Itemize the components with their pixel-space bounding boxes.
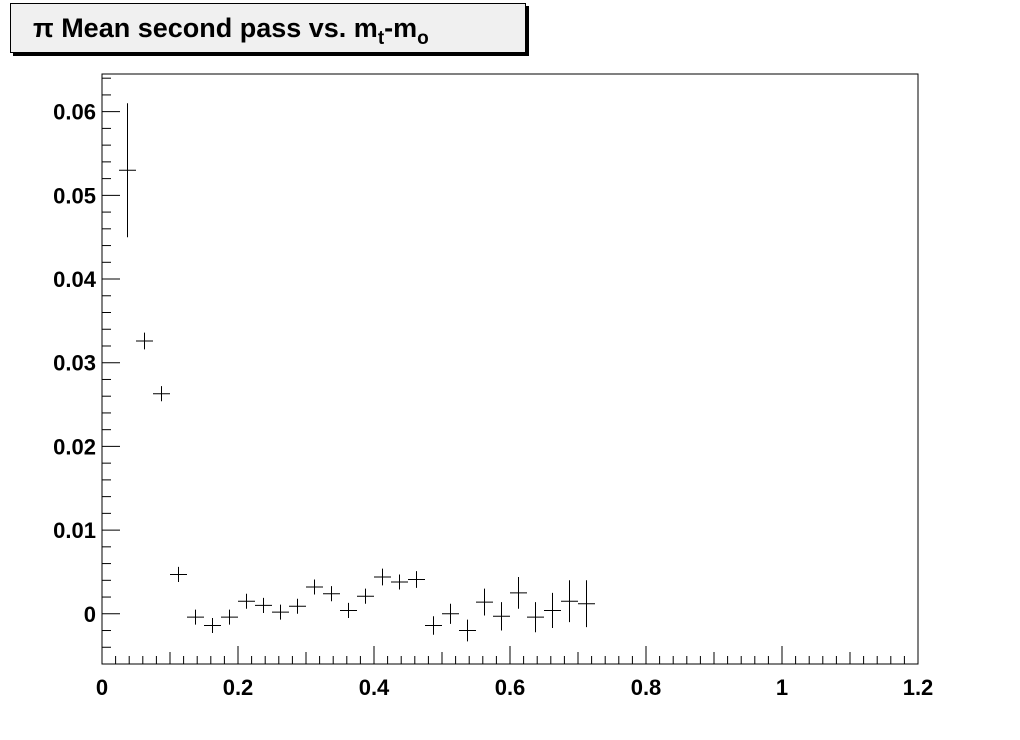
chart-title-box: π Mean second pass vs. mt-mo [10, 3, 526, 53]
data-point [374, 568, 391, 586]
chart-title: π Mean second pass vs. mt-mo [33, 13, 429, 50]
data-point [408, 571, 425, 588]
x-tick-label: 1 [776, 675, 788, 700]
data-point [187, 609, 204, 625]
data-point [357, 588, 374, 604]
x-tick-label: 1.2 [903, 675, 934, 700]
y-tick-label: 0.02 [53, 434, 96, 459]
data-point [221, 609, 238, 625]
data-point [527, 602, 544, 633]
pi-symbol: π [33, 13, 54, 43]
data-point [306, 579, 323, 595]
x-tick-label: 0.2 [223, 675, 254, 700]
data-point [578, 580, 595, 628]
title-subscript-t: t [377, 28, 385, 49]
data-point [425, 616, 442, 635]
y-tick-label: 0.01 [53, 518, 96, 543]
data-point [493, 602, 510, 631]
data-point [289, 598, 306, 614]
data-point [459, 619, 476, 642]
data-point [255, 597, 272, 613]
data-points [119, 103, 595, 642]
y-tick-label: 0.04 [53, 267, 97, 292]
data-point [561, 580, 578, 623]
x-tick-label: 0 [96, 675, 108, 700]
title-mid: -m [384, 13, 418, 43]
y-tick-label: 0.03 [53, 351, 96, 376]
data-point [272, 604, 289, 620]
data-point [119, 103, 136, 238]
data-point [442, 603, 459, 624]
data-point [170, 566, 187, 582]
x-tick-label: 0.4 [359, 675, 390, 700]
plot-frame [101, 73, 919, 665]
data-point [510, 576, 527, 609]
x-tick-label: 0.8 [631, 675, 662, 700]
y-tick-label: 0.05 [53, 183, 96, 208]
data-point [544, 592, 561, 629]
y-axis: 0 0.01 0.02 0.03 0.04 0.05 0.06 [53, 77, 120, 665]
data-point [136, 332, 153, 350]
x-tick-label: 0.6 [495, 675, 526, 700]
data-point [340, 602, 357, 618]
data-point [238, 593, 255, 609]
x-axis: 0 0.2 0.4 0.6 0.8 1 1.2 [96, 646, 933, 700]
title-main: Mean second pass vs. m [61, 13, 378, 43]
data-point [153, 386, 170, 402]
y-tick-label: 0.06 [53, 100, 96, 125]
data-point [476, 588, 493, 616]
y-tick-label: 0 [84, 602, 96, 627]
title-subscript-o: o [417, 28, 429, 49]
data-point [204, 617, 221, 634]
data-point [391, 574, 408, 590]
data-point [323, 586, 340, 602]
